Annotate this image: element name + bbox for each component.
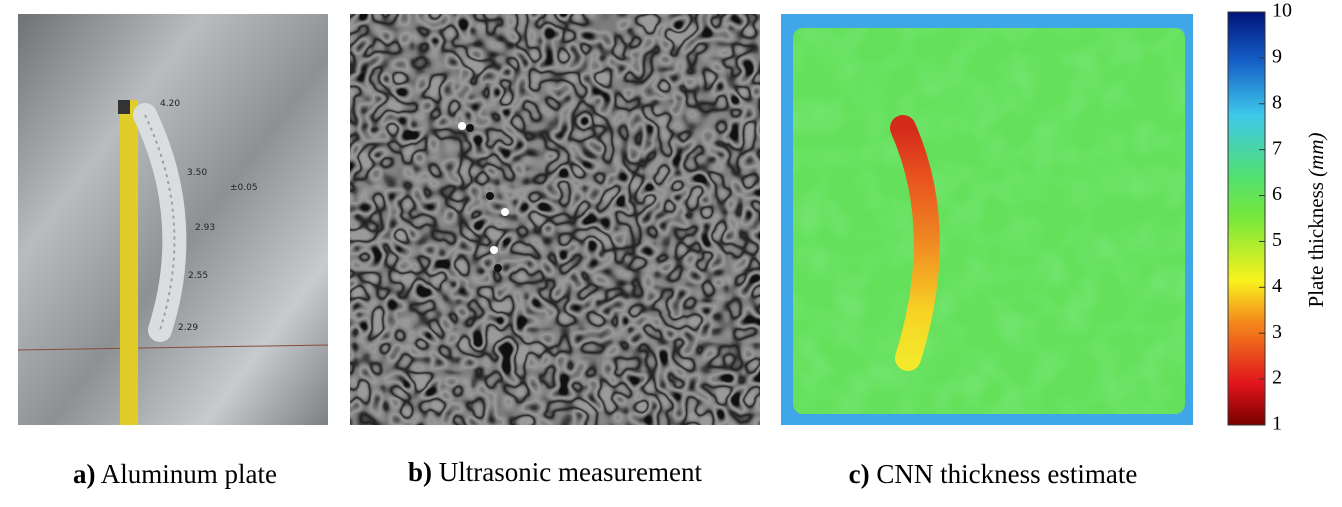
colorbar-unit: (mm) (1304, 133, 1328, 177)
panel-caption: Ultrasonic measurement (439, 457, 703, 487)
colorbar (1227, 11, 1266, 426)
annotation: 2.55 (188, 271, 208, 281)
tick-label: 8 (1272, 91, 1282, 113)
tick-label: 9 (1272, 45, 1282, 67)
photo-panel: 4.20 3.50 ±0.05 2.93 2.55 2.29 (17, 14, 329, 425)
tick-label: 4 (1272, 275, 1282, 297)
panel-caption: Aluminum plate (101, 459, 277, 489)
tick-label: 2 (1272, 367, 1282, 389)
panel-letter: b) (408, 457, 432, 487)
panel-letter: a) (73, 459, 96, 489)
wavefield-panel (350, 14, 760, 425)
tick-label: 5 (1272, 229, 1282, 251)
tick-label: 10 (1272, 0, 1292, 22)
tick-label: 3 (1272, 321, 1282, 343)
colorbar-label: Plate thickness (mm) (1304, 133, 1328, 308)
annotation: 4.20 (160, 99, 180, 109)
annotation: 2.93 (195, 223, 215, 233)
estimate-panel (781, 14, 1193, 425)
annotation: 2.29 (178, 323, 198, 333)
caption: c) CNN thickness estimate (849, 459, 1138, 489)
caption: b) Ultrasonic measurement (408, 457, 702, 487)
tick-label: 6 (1272, 183, 1282, 205)
tick-label: 7 (1272, 137, 1282, 159)
panel-caption: CNN thickness estimate (876, 459, 1137, 489)
panel-letter: c) (849, 459, 870, 489)
caption: a) Aluminum plate (73, 459, 277, 489)
annotation: ±0.05 (230, 183, 258, 193)
colorbar-title: Plate thickness (1304, 182, 1328, 307)
tick-label: 1 (1272, 413, 1282, 435)
annotation: 3.50 (187, 168, 207, 178)
